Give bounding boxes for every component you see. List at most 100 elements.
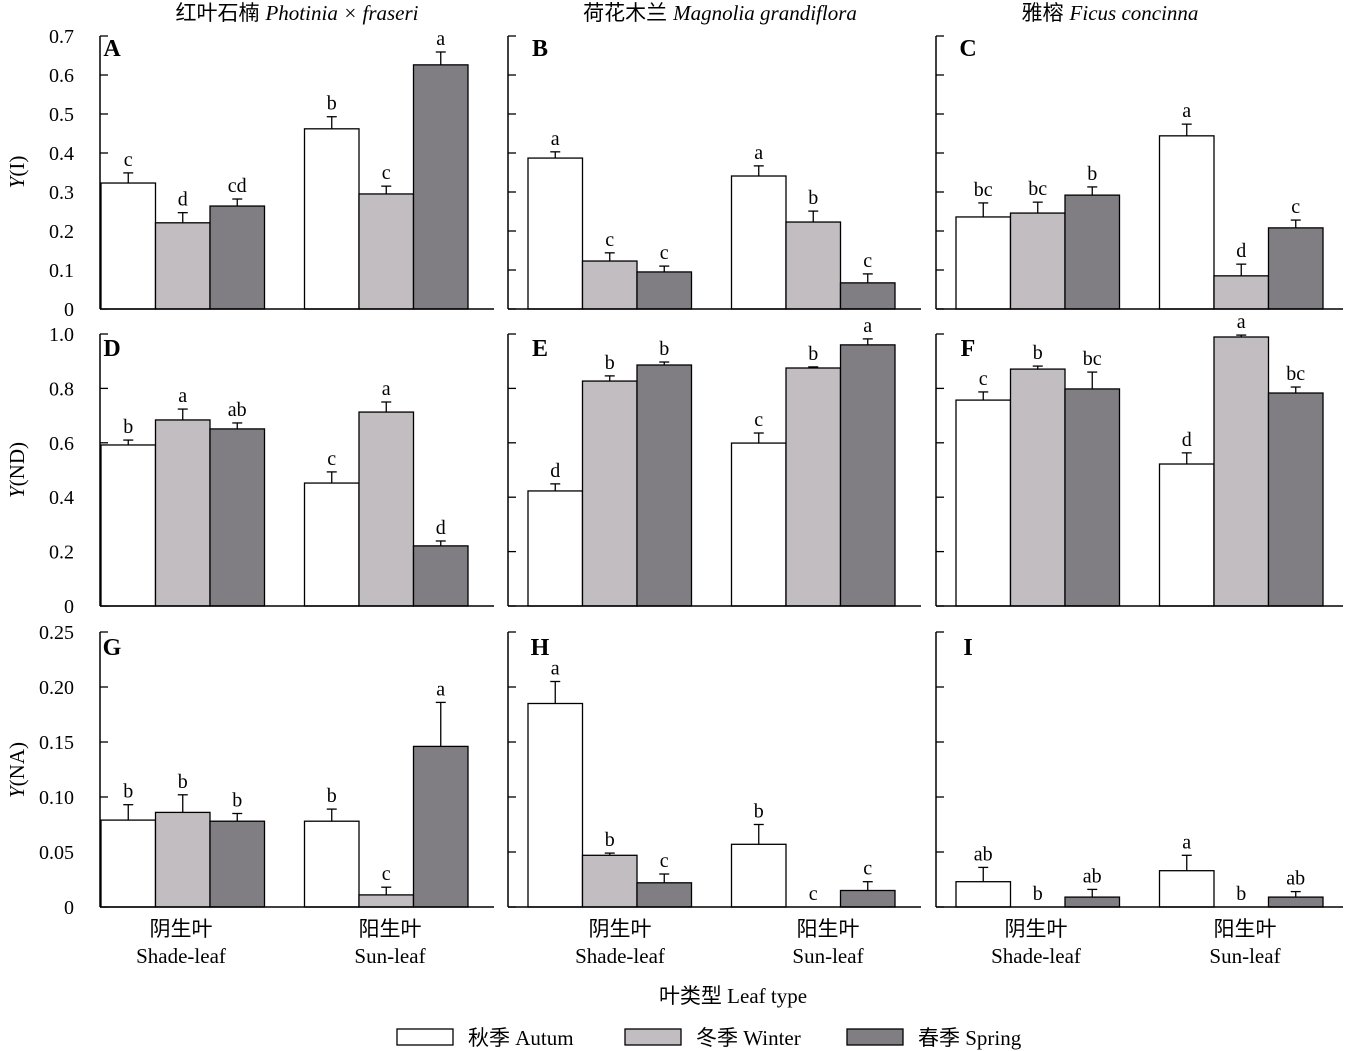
panel-H-bar-shade-autumn — [527, 702, 584, 908]
panel-A-significance-sun-autumn: b — [327, 93, 337, 115]
panel-D-significance-shade-winter: a — [178, 385, 187, 407]
panel-H-category-sun-english: Sun-leaf — [792, 944, 863, 968]
panel-A-significance-shade-spring: cd — [228, 175, 247, 197]
panel-C-significance-sun-autumn: a — [1182, 100, 1191, 122]
panel-G-y-tick-label: 0.10 — [39, 787, 74, 809]
legend: 秋季 Autum 冬季 Winter 春季 Spring — [396, 1026, 1022, 1050]
panel-A-bar-sun-autumn — [303, 128, 360, 310]
panel-D-bar-shade-winter — [154, 419, 211, 607]
panel-F-bar-sun-spring — [1267, 392, 1324, 607]
panel-G-bar-shade-spring — [209, 820, 266, 908]
panel-A-bar-shade-spring — [209, 205, 266, 310]
panel-A-y-tick-label: 0.4 — [49, 143, 74, 165]
panel-E-bar-sun-spring — [839, 344, 896, 607]
panel-G-significance-sun-winter: c — [382, 863, 391, 885]
panel-A: 0 0.1 0.2 0.3 0.4 0.5 0.6 0.7 c b d c cd a A — [49, 26, 494, 321]
panel-F-letter: F — [961, 336, 976, 362]
column-title-3-chinese: 雅榕 — [1022, 1, 1064, 25]
panel-H-significance-sun-spring: c — [863, 858, 872, 880]
row-1-y-axis-variable: Y — [5, 174, 29, 188]
column-title-1: 红叶石楠 Photinia × fraseri — [175, 1, 418, 25]
panel-H-significance-sun-autumn: b — [754, 801, 764, 823]
panel-D-bar-sun-autumn — [303, 482, 360, 607]
column-title-3: 雅榕 Ficus concinna — [1022, 1, 1199, 25]
legend-swatch-autumn — [396, 1028, 454, 1046]
row-3-y-axis-variable: Y — [5, 784, 29, 798]
row-1-y-axis-title: Y(I) — [5, 156, 29, 189]
panel-A-bar-sun-winter — [358, 193, 415, 310]
panel-B-significance-shade-winter: c — [605, 229, 614, 251]
panel-G-letter: G — [103, 635, 122, 661]
panel-G-bar-sun-autumn — [303, 820, 360, 908]
panel-E-letter: E — [532, 336, 548, 362]
panel-A-y-tick-label: 0.3 — [49, 182, 74, 204]
panel-D-significance-shade-autumn: b — [123, 416, 133, 438]
panel-A-y-tick-label: 0.5 — [49, 104, 74, 126]
row-2-y-axis-variable: Y — [5, 484, 29, 498]
panel-I-significance-sun-autumn: a — [1182, 831, 1191, 853]
panel-G-bar-sun-spring — [412, 745, 469, 908]
panel-D-y-tick-label: 0.4 — [49, 487, 74, 509]
panel-C-bar-sun-autumn — [1158, 135, 1215, 310]
panel-D: 0 0.2 0.4 0.6 0.8 1.0 b c a a ab d D — [49, 324, 494, 618]
panel-E-bar-sun-winter — [785, 367, 842, 607]
panel-C-significance-shade-autumn: bc — [974, 179, 993, 201]
panel-C-bar-shade-autumn — [955, 216, 1012, 310]
panel-A-y-tick-label: 0.1 — [49, 260, 74, 282]
panel-F: c d b a bc bc F — [935, 311, 1343, 607]
panel-C-letter: C — [959, 36, 976, 62]
panel-I-bar-sun-autumn — [1158, 870, 1215, 908]
panel-A-significance-shade-winter: d — [178, 189, 188, 211]
panel-H-letter: H — [531, 635, 550, 661]
panel-F-bar-sun-autumn — [1158, 463, 1215, 607]
row-1-y-axis-qualifier: (I) — [5, 156, 29, 177]
column-title-2-latin: Magnolia grandiflora — [672, 1, 857, 25]
panel-H-category-shade-chinese: 阴生叶 — [589, 917, 652, 941]
panel-G-y-tick-label: 0.25 — [39, 622, 74, 644]
panel-I-significance-sun-winter: b — [1236, 883, 1246, 905]
panel-I-significance-sun-spring: ab — [1286, 868, 1305, 890]
legend-swatch-spring — [846, 1028, 904, 1046]
panel-F-significance-sun-winter: a — [1237, 311, 1246, 333]
legend-swatch-winter — [624, 1028, 682, 1046]
panel-D-significance-sun-autumn: c — [327, 448, 336, 470]
panel-D-bar-sun-spring — [412, 545, 469, 607]
panel-G-significance-sun-spring: a — [436, 678, 445, 700]
panel-B: a a c b c c B — [507, 35, 921, 310]
panel-G-significance-shade-spring: b — [232, 790, 242, 812]
panel-E-bar-shade-autumn — [527, 490, 584, 607]
panel-H-significance-shade-spring: c — [660, 850, 669, 872]
column-title-3-latin: Ficus concinna — [1069, 1, 1199, 25]
panel-F-significance-sun-spring: bc — [1286, 363, 1305, 385]
legend-label-autumn: 秋季 Autum — [468, 1026, 574, 1050]
panel-I-category-shade-chinese: 阴生叶 — [1005, 917, 1068, 941]
panel-C-significance-shade-winter: bc — [1028, 178, 1047, 200]
panel-C-significance-sun-winter: d — [1236, 240, 1246, 262]
column-title-1-latin: Photinia × fraseri — [264, 1, 418, 25]
panel-A-y-tick-label: 0 — [64, 299, 74, 321]
panel-E-bar-shade-winter — [581, 380, 638, 607]
panel-B-bar-shade-winter — [581, 260, 638, 310]
panel-D-significance-shade-spring: ab — [228, 399, 247, 421]
panel-G-category-shade-chinese: 阴生叶 — [150, 917, 213, 941]
panel-B-significance-shade-spring: c — [660, 242, 669, 264]
panel-B-bar-sun-winter — [785, 221, 842, 310]
panel-G-bar-sun-winter — [358, 894, 415, 908]
panel-E-significance-shade-spring: b — [659, 338, 669, 360]
panel-A-bar-sun-spring — [412, 64, 469, 310]
panel-I-category-sun-english: Sun-leaf — [1209, 944, 1280, 968]
panel-C-significance-shade-spring: b — [1087, 163, 1097, 185]
panel-E-significance-shade-autumn: d — [550, 460, 560, 482]
x-axis-title: 叶类型 Leaf type — [659, 984, 807, 1008]
panel-D-bar-shade-autumn — [100, 444, 157, 607]
panel-H: a b b c c c H 阴生叶 Shade-leaf 阳生叶 Sun-leaf — [507, 631, 921, 968]
panel-B-significance-sun-winter: b — [808, 187, 818, 209]
row-3-y-axis-qualifier: (NA) — [5, 742, 29, 786]
panel-B-bar-sun-spring — [839, 282, 896, 310]
panel-H-category-sun-chinese: 阳生叶 — [797, 917, 860, 941]
panel-D-significance-sun-spring: d — [436, 517, 446, 539]
panel-H-significance-shade-winter: b — [605, 829, 615, 851]
panel-I-significance-shade-autumn: ab — [974, 843, 993, 865]
